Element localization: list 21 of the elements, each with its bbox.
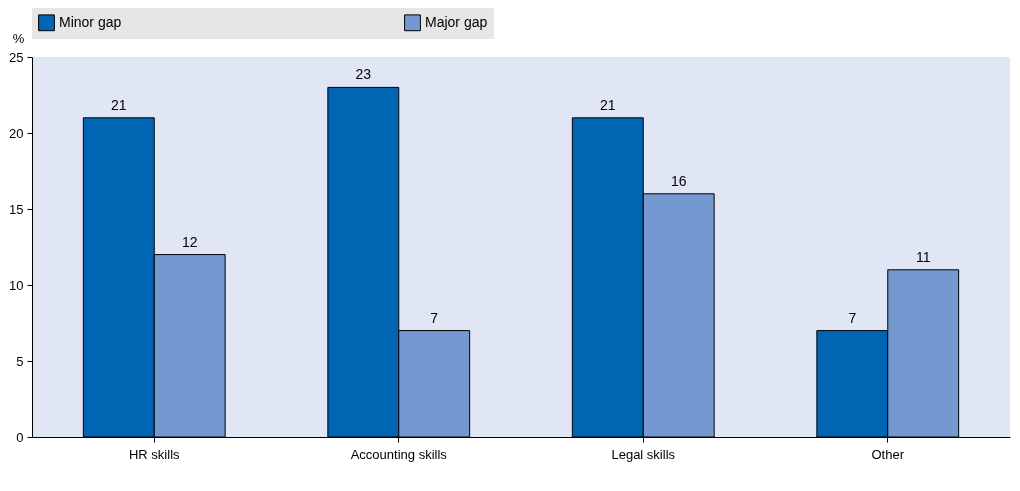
- y-axis-title: %: [12, 30, 25, 46]
- legend-label: Major gap: [425, 13, 488, 30]
- y-tick-label: 20: [9, 125, 24, 141]
- x-tick-label: Accounting skills: [350, 446, 448, 462]
- y-tick-label: 0: [16, 429, 24, 445]
- data-label: 12: [181, 233, 198, 250]
- data-label: 7: [848, 309, 857, 326]
- data-label: 11: [915, 248, 931, 265]
- data-label: 21: [600, 96, 616, 113]
- x-tick-label: Other: [871, 446, 905, 462]
- data-label: 7: [430, 309, 439, 326]
- data-label: 21: [111, 96, 127, 113]
- data-label: 16: [670, 172, 687, 189]
- y-tick-label: 25: [9, 49, 24, 65]
- y-tick-label: 10: [9, 277, 24, 293]
- data-label: 23: [355, 66, 372, 83]
- y-tick-label: 15: [9, 201, 24, 217]
- x-tick-label: HR skills: [128, 446, 181, 462]
- legend-label: Minor gap: [59, 13, 122, 30]
- x-tick-label: Legal skills: [611, 446, 676, 462]
- y-tick-label: 5: [16, 353, 24, 369]
